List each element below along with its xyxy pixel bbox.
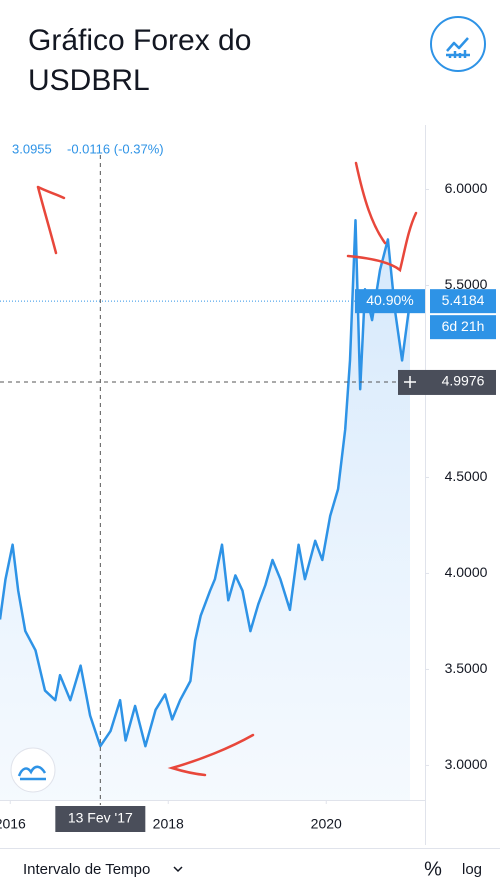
- page-title: Gráfico Forex do USDBRL: [28, 24, 251, 97]
- countdown-label: 6d 21h: [442, 318, 485, 334]
- crosshair-plus: [404, 375, 416, 388]
- x-tick-label: 2020: [311, 816, 342, 832]
- crosshair-date-label: 13 Fev '17: [68, 810, 133, 826]
- y-tick-label: 4.0000: [445, 564, 488, 580]
- logo: [10, 747, 56, 793]
- area: [0, 220, 410, 800]
- change-badge: [355, 289, 425, 314]
- crosshair-date-badge: [55, 806, 146, 832]
- crosshair-price-label: 4.9976: [442, 373, 485, 389]
- interval-button[interactable]: Intervalo de Tempo: [23, 861, 150, 878]
- annotations: [36, 161, 418, 777]
- y-tick-label: 6.0000: [445, 180, 488, 196]
- countdown-badge: [430, 315, 496, 340]
- y-tick-label: 3.5000: [445, 660, 488, 676]
- y-tick-label: 5.5000: [445, 276, 488, 292]
- readout-change: -0.0116 (-0.37%): [67, 141, 164, 156]
- price-line: [0, 218, 412, 748]
- x-tick-label: 2016: [0, 816, 26, 832]
- dropdown-arrow: [173, 866, 183, 873]
- percent-toggle[interactable]: %: [424, 858, 442, 880]
- chart-type-button[interactable]: [430, 16, 486, 72]
- y-tick-label: 4.5000: [445, 468, 488, 484]
- plot: [0, 218, 412, 800]
- change-label: 40.90%: [366, 292, 413, 308]
- readout-price: 3.0955: [12, 141, 52, 156]
- last-price-badge: [430, 289, 496, 314]
- y-tick-label: 3.0000: [445, 756, 488, 772]
- log-toggle[interactable]: log: [462, 861, 482, 878]
- last-price-label: 5.4184: [442, 292, 485, 308]
- x-tick-label: 2018: [153, 816, 184, 832]
